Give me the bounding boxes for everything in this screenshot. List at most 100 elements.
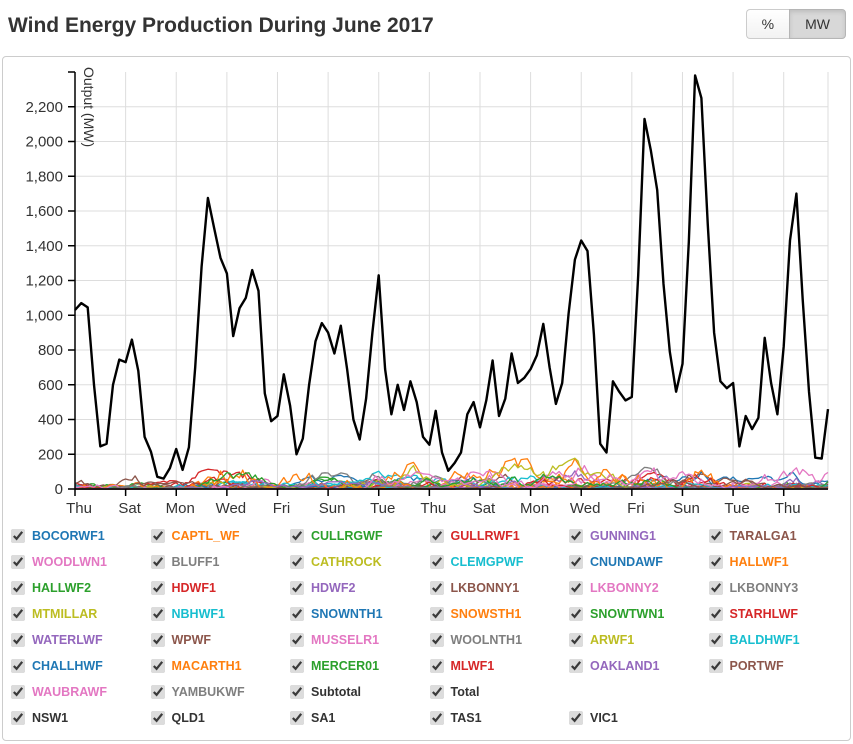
legend-item-total[interactable]: Total xyxy=(429,681,566,702)
legend-item-nbhwf1[interactable]: NBHWF1 xyxy=(150,603,287,624)
legend-label: BOCORWF1 xyxy=(32,528,105,543)
subtotal-checkbox[interactable] xyxy=(290,684,304,699)
legend-item-snowsth1[interactable]: SNOWSTH1 xyxy=(429,603,566,624)
legend-label: BLUFF1 xyxy=(171,554,220,569)
macarth1-checkbox[interactable] xyxy=(150,658,165,673)
lkbonny2-checkbox[interactable] xyxy=(569,580,583,595)
mtmillar-checkbox[interactable] xyxy=(11,606,25,621)
mlwf1-checkbox[interactable] xyxy=(429,658,444,673)
legend-item-lkbonny1[interactable]: LKBONNY1 xyxy=(429,577,566,598)
hallwf1-checkbox[interactable] xyxy=(708,554,723,569)
legend-item-lkbonny2[interactable]: LKBONNY2 xyxy=(569,577,705,598)
yambukwf-checkbox[interactable] xyxy=(150,684,165,699)
challhwf-checkbox[interactable] xyxy=(11,658,25,673)
hdwf1-checkbox[interactable] xyxy=(150,580,165,595)
snowtwn1-checkbox[interactable] xyxy=(569,606,583,621)
legend-item-vic1[interactable]: VIC1 xyxy=(569,707,705,728)
starhlwf-checkbox[interactable] xyxy=(708,606,723,621)
wpwf-checkbox[interactable] xyxy=(150,632,165,647)
hdwf2-checkbox[interactable] xyxy=(290,580,304,595)
mercer01-checkbox[interactable] xyxy=(290,658,304,673)
legend-item-wpwf[interactable]: WPWF xyxy=(150,629,287,650)
lkbonny1-checkbox[interactable] xyxy=(429,580,444,595)
sa1-checkbox[interactable] xyxy=(290,710,304,725)
snownth1-checkbox[interactable] xyxy=(290,606,304,621)
legend-item-waubrawf[interactable]: WAUBRAWF xyxy=(11,681,147,702)
legend-item-woodlwn1[interactable]: WOODLWN1 xyxy=(11,551,147,572)
bluff1-checkbox[interactable] xyxy=(150,554,165,569)
percent-button[interactable]: % xyxy=(745,9,790,39)
mw-button[interactable]: MW xyxy=(789,9,846,39)
legend-item-oakland1[interactable]: OAKLAND1 xyxy=(569,655,705,676)
legend-item-snowtwn1[interactable]: SNOWTWN1 xyxy=(569,603,705,624)
legend-item-portwf[interactable]: PORTWF xyxy=(708,655,845,676)
legend-item-cathrock[interactable]: CATHROCK xyxy=(290,551,426,572)
waterlwf-checkbox[interactable] xyxy=(11,632,25,647)
baldhwf1-checkbox[interactable] xyxy=(708,632,723,647)
taralga1-checkbox[interactable] xyxy=(708,528,723,543)
legend-item-macarth1[interactable]: MACARTH1 xyxy=(150,655,287,676)
musselr1-checkbox[interactable] xyxy=(290,632,304,647)
tas1-checkbox[interactable] xyxy=(429,710,444,725)
legend-item-bluff1[interactable]: BLUFF1 xyxy=(150,551,287,572)
waubrawf-checkbox[interactable] xyxy=(11,684,25,699)
arwf1-checkbox[interactable] xyxy=(569,632,583,647)
vic1-checkbox[interactable] xyxy=(569,710,583,725)
legend-item-starhlwf[interactable]: STARHLWF xyxy=(708,603,845,624)
legend-item-gullrwf1[interactable]: GULLRWF1 xyxy=(429,525,566,546)
total-checkbox[interactable] xyxy=(429,684,444,699)
legend-item-captl-wf[interactable]: CAPTL_WF xyxy=(150,525,287,546)
svg-text:2,000: 2,000 xyxy=(25,134,63,151)
captl-wf-checkbox[interactable] xyxy=(150,528,165,543)
portwf-checkbox[interactable] xyxy=(708,658,723,673)
legend-item-nsw1[interactable]: NSW1 xyxy=(11,707,147,728)
legend-label: MERCER01 xyxy=(311,658,380,673)
svg-text:Sun: Sun xyxy=(673,500,700,517)
legend-item-sa1[interactable]: SA1 xyxy=(290,707,426,728)
legend-item-snownth1[interactable]: SNOWNTH1 xyxy=(290,603,426,624)
page-title: Wind Energy Production During June 2017 xyxy=(8,14,434,37)
legend-item-yambukwf[interactable]: YAMBUKWF xyxy=(150,681,287,702)
gullrwf1-checkbox[interactable] xyxy=(429,528,444,543)
qld1-checkbox[interactable] xyxy=(150,710,165,725)
legend-item-musselr1[interactable]: MUSSELR1 xyxy=(290,629,426,650)
legend-item-bocorwf1[interactable]: BOCORWF1 xyxy=(11,525,147,546)
legend-item-subtotal[interactable]: Subtotal xyxy=(290,681,426,702)
cnundawf-checkbox[interactable] xyxy=(569,554,583,569)
woolnth1-checkbox[interactable] xyxy=(429,632,444,647)
cathrock-checkbox[interactable] xyxy=(290,554,304,569)
legend-item-gunning1[interactable]: GUNNING1 xyxy=(569,525,705,546)
legend-item-arwf1[interactable]: ARWF1 xyxy=(569,629,705,650)
legend-item-baldhwf1[interactable]: BALDHWF1 xyxy=(708,629,845,650)
legend-item-waterlwf[interactable]: WATERLWF xyxy=(11,629,147,650)
legend-item-mtmillar[interactable]: MTMILLAR xyxy=(11,603,147,624)
hallwf2-checkbox[interactable] xyxy=(11,580,25,595)
legend-item-hdwf1[interactable]: HDWF1 xyxy=(150,577,287,598)
legend-item-tas1[interactable]: TAS1 xyxy=(429,707,566,728)
legend-item-mercer01[interactable]: MERCER01 xyxy=(290,655,426,676)
snowsth1-checkbox[interactable] xyxy=(429,606,444,621)
nbhwf1-checkbox[interactable] xyxy=(150,606,165,621)
legend-item-hallwf1[interactable]: HALLWF1 xyxy=(708,551,845,572)
clemgpwf-checkbox[interactable] xyxy=(429,554,444,569)
oakland1-checkbox[interactable] xyxy=(569,658,583,673)
nsw1-checkbox[interactable] xyxy=(11,710,25,725)
legend-item-clemgpwf[interactable]: CLEMGPWF xyxy=(429,551,566,572)
legend-item-qld1[interactable]: QLD1 xyxy=(150,707,287,728)
legend-item-lkbonny3[interactable]: LKBONNY3 xyxy=(708,577,845,598)
legend-item-woolnth1[interactable]: WOOLNTH1 xyxy=(429,629,566,650)
bocorwf1-checkbox[interactable] xyxy=(11,528,25,543)
legend-item-taralga1[interactable]: TARALGA1 xyxy=(708,525,845,546)
woodlwn1-checkbox[interactable] xyxy=(11,554,25,569)
legend-label: Total xyxy=(450,684,480,699)
legend-item-cnundawf[interactable]: CNUNDAWF xyxy=(569,551,705,572)
legend-label: CNUNDAWF xyxy=(590,554,663,569)
gunning1-checkbox[interactable] xyxy=(569,528,583,543)
legend-item-challhwf[interactable]: CHALLHWF xyxy=(11,655,147,676)
lkbonny3-checkbox[interactable] xyxy=(708,580,723,595)
legend-item-mlwf1[interactable]: MLWF1 xyxy=(429,655,566,676)
legend-item-hdwf2[interactable]: HDWF2 xyxy=(290,577,426,598)
legend-item-hallwf2[interactable]: HALLWF2 xyxy=(11,577,147,598)
cullrgwf-checkbox[interactable] xyxy=(290,528,304,543)
legend-item-cullrgwf[interactable]: CULLRGWF xyxy=(290,525,426,546)
